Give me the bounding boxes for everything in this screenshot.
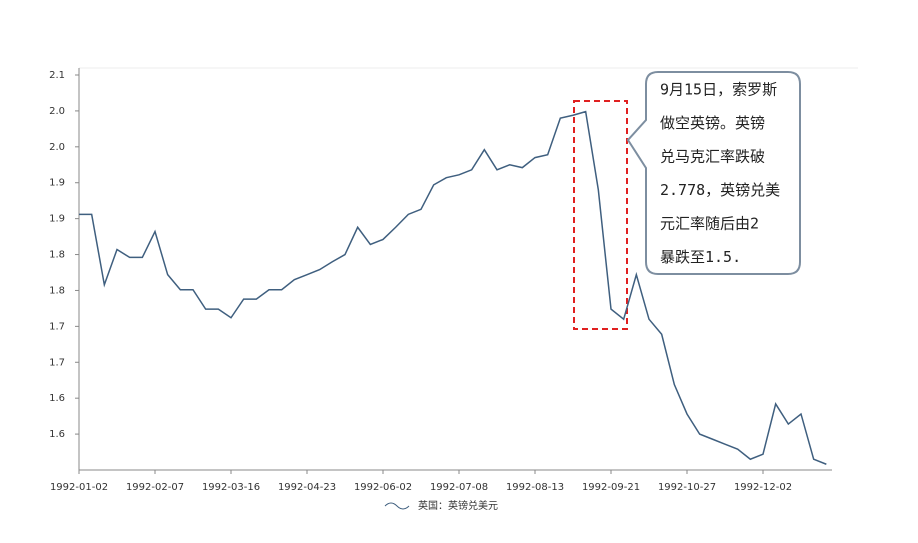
y-tick-label: 2.1	[49, 70, 65, 81]
y-tick-label: 2.0	[49, 142, 65, 153]
annotation-line: 暴跌至1.5.	[660, 248, 741, 266]
x-tick-label: 1992-01-02	[50, 482, 108, 493]
y-tick-label: 1.8	[49, 285, 65, 296]
y-tick-label: 1.7	[49, 321, 65, 332]
annotation-line: 元汇率随后由2	[660, 215, 759, 233]
x-tick-label: 1992-09-21	[582, 482, 640, 493]
y-tick-label: 2.0	[49, 106, 65, 117]
callout	[626, 71, 801, 275]
y-tick-label: 1.6	[49, 429, 65, 440]
annotation-line: 9月15日，索罗斯	[660, 81, 777, 99]
x-tick-label: 1992-02-07	[126, 482, 184, 493]
y-tick-label: 1.9	[49, 178, 65, 189]
x-tick-label: 1992-10-27	[658, 482, 716, 493]
x-tick-label: 1992-08-13	[506, 482, 564, 493]
y-tick-label: 1.9	[49, 214, 65, 225]
x-tick-label: 1992-03-16	[202, 482, 260, 493]
annotation-line: 兑马克汇率跌破	[660, 148, 765, 166]
legend-label: 英国：英镑兑美元	[418, 499, 498, 512]
y-tick-label: 1.7	[49, 357, 65, 368]
annotation-line: 做空英镑。英镑	[660, 114, 765, 132]
x-tick-label: 1992-04-23	[278, 482, 336, 493]
y-tick-label: 1.6	[49, 393, 65, 404]
x-tick-label: 1992-12-02	[734, 482, 792, 493]
legend-symbol	[384, 502, 410, 510]
data-line	[79, 110, 827, 465]
x-tick-label: 1992-06-02	[354, 482, 412, 493]
y-tick-label: 1.8	[49, 250, 65, 261]
annotation-line: 2.778，英镑兑美	[660, 181, 780, 199]
x-tick-label: 1992-07-08	[430, 482, 488, 493]
